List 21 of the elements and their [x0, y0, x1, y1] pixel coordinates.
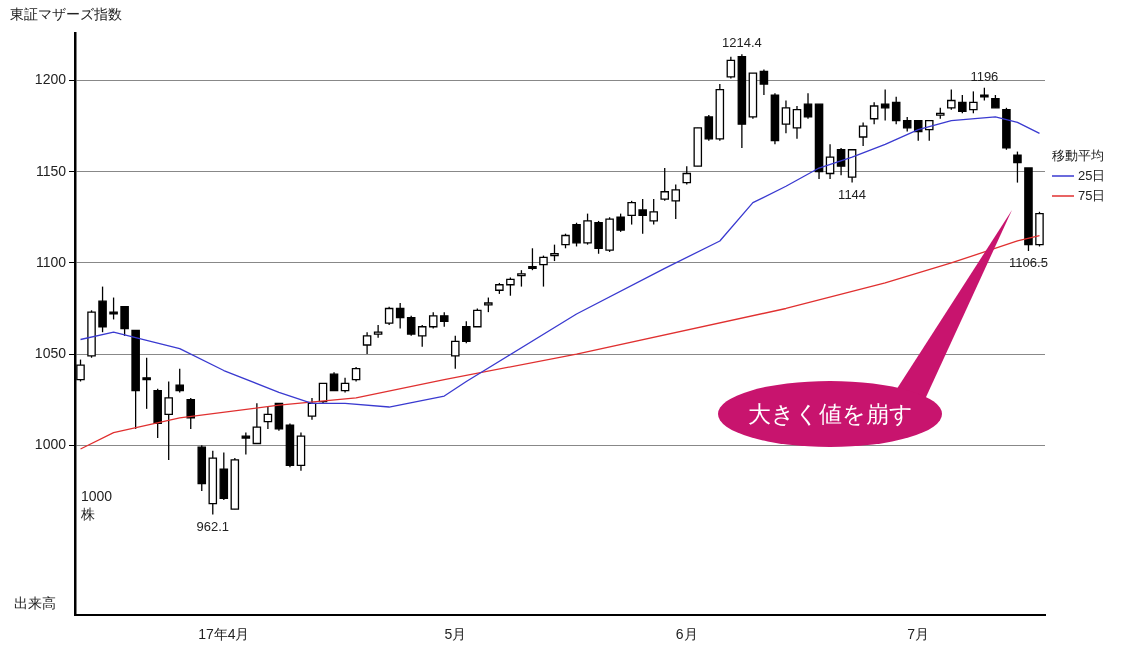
y-tick-label: 1050: [34, 344, 67, 361]
y-tick-label: 1200: [34, 71, 67, 88]
text: 出来高: [14, 594, 56, 611]
y-tick-label: 1100: [35, 253, 67, 270]
text: 962.1: [196, 518, 230, 534]
chart-title: 東証マザーズ指数: [10, 6, 122, 24]
annotation: 大きく値を崩す: [746, 400, 914, 429]
legend-title: 移動平均: [1052, 147, 1105, 165]
y-tick-label: 1000: [34, 436, 67, 453]
x-tick-label: 5月: [444, 626, 467, 643]
annotation: 1000 株: [80, 487, 113, 522]
y-tick-label: 1150: [35, 162, 67, 179]
x-tick-label: 7月: [907, 626, 930, 643]
text: 1196: [970, 68, 999, 84]
text: 1106.5: [1009, 255, 1048, 271]
text: 1214.4: [721, 35, 762, 51]
legend-label: 75日: [1078, 187, 1106, 205]
text: 1144: [838, 186, 867, 202]
x-tick-label: 17年4月: [198, 626, 250, 643]
legend-label: 25日: [1078, 167, 1106, 185]
x-tick-label: 6月: [675, 626, 698, 643]
